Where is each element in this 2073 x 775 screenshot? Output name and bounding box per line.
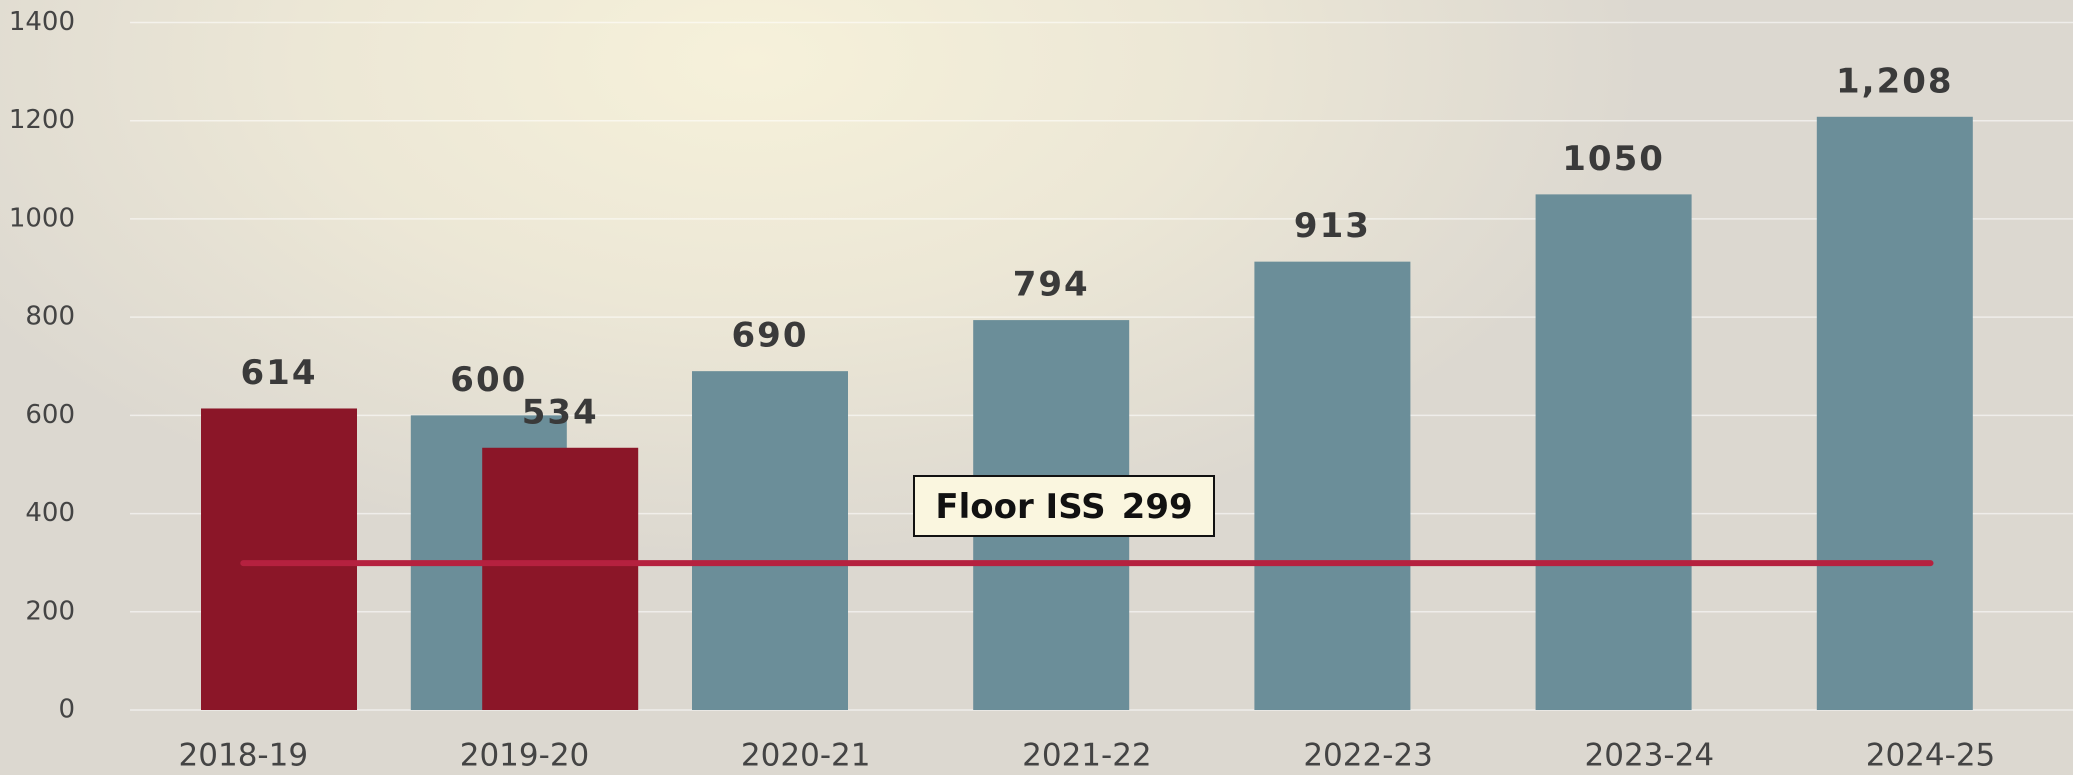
bar	[692, 371, 848, 710]
x-tick-label: 2024-25	[1866, 738, 1996, 774]
value-label: 600	[450, 360, 527, 400]
y-tick-label: 600	[25, 400, 75, 430]
y-tick-label: 1400	[9, 7, 75, 37]
x-tick-label: 2022-23	[1303, 738, 1433, 774]
value-label: 534	[522, 392, 599, 432]
value-label: 690	[732, 316, 809, 356]
bar	[1254, 261, 1411, 710]
x-tick-label: 2021-22	[1022, 738, 1152, 774]
value-label: 614	[241, 353, 318, 393]
value-label: 913	[1294, 206, 1371, 246]
value-label: 1050	[1562, 139, 1665, 179]
floor-annotation: Floor ISS 299	[913, 475, 1215, 537]
annotation-value: 299	[1122, 487, 1193, 527]
annotation-label: Floor ISS	[935, 487, 1105, 527]
annotation-box	[913, 475, 1215, 537]
y-tick-label: 200	[25, 596, 75, 626]
x-tick-label: 2019-20	[460, 738, 590, 774]
y-tick-label: 1200	[9, 105, 75, 135]
y-tick-label: 0	[58, 695, 75, 725]
x-tick-label: 2023-24	[1585, 738, 1715, 774]
bar	[1816, 116, 1973, 711]
y-tick-label: 400	[25, 498, 75, 528]
bar	[201, 408, 357, 710]
value-label: 1,208	[1836, 61, 1954, 101]
x-tick-label: 2020-21	[741, 738, 871, 774]
bar	[1535, 194, 1692, 710]
value-label: 794	[1013, 265, 1090, 305]
y-tick-label: 800	[25, 302, 75, 332]
annotation-text: Floor ISS 299	[935, 487, 1192, 527]
bar	[482, 447, 639, 710]
y-tick-label: 1000	[9, 203, 75, 233]
x-tick-label: 2018-19	[179, 738, 309, 774]
